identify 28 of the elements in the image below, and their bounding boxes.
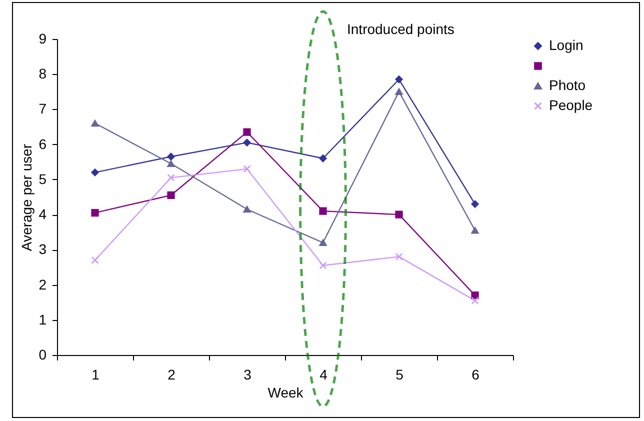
y-tick-label: 3 [38, 241, 47, 258]
point [91, 256, 99, 264]
x-tick-label: 4 [320, 366, 328, 382]
y-axis-title: Average per user [18, 144, 35, 252]
y-tick-label: 5 [38, 170, 47, 187]
x-tick-label: 6 [472, 366, 480, 382]
y-tick-label: 8 [38, 66, 47, 82]
x-axis-title: Week [268, 384, 304, 400]
point [243, 165, 251, 173]
y-tick-label: 6 [38, 136, 47, 152]
x-tick-label: 1 [92, 366, 100, 382]
y-tick-label: 7 [38, 100, 47, 117]
point [395, 252, 403, 260]
x-tick-label: 5 [396, 366, 404, 382]
text: Introduced points [347, 21, 454, 37]
y-tick-label: 4 [38, 206, 47, 222]
y-tick-label: 9 [38, 30, 47, 46]
y-tick-label: 2 [38, 276, 47, 292]
y-tick-label: 0 [38, 346, 47, 362]
legend-label: Login [549, 37, 584, 53]
legend-label: People [549, 97, 593, 113]
legend-label: Photo [549, 77, 586, 93]
point [319, 262, 327, 270]
point [471, 296, 479, 304]
y-tick-label: 1 [38, 311, 47, 328]
x-tick-label: 3 [244, 366, 252, 382]
point [167, 174, 175, 182]
x-tick-label: 2 [168, 366, 176, 382]
